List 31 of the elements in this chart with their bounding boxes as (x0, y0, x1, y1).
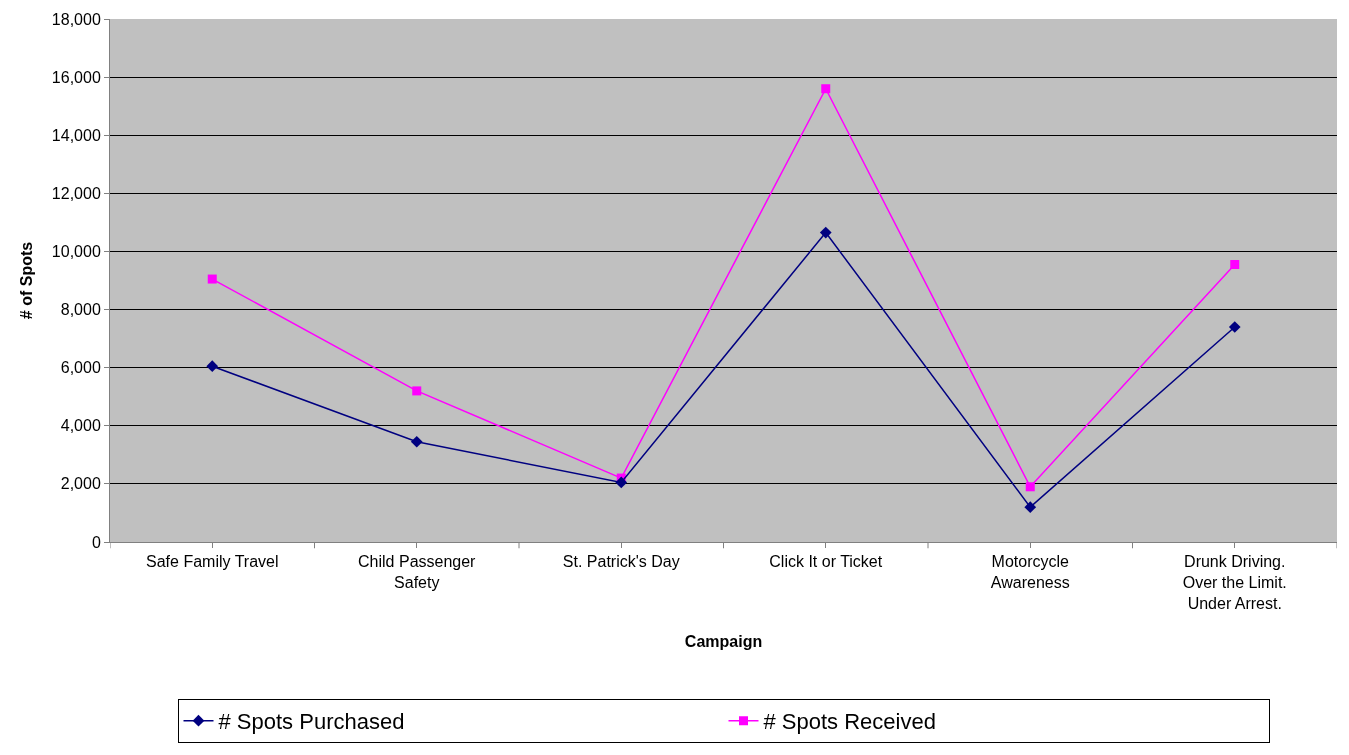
point (412, 386, 422, 396)
y-tick-label: 6,000 (60, 359, 101, 377)
x-tick-label: Child Passenger Safety (358, 553, 477, 591)
y-tick-label: 8,000 (60, 301, 101, 319)
point (1025, 482, 1035, 492)
point (207, 274, 217, 284)
y-tick-label: 18,000 (51, 10, 101, 28)
y-tick-label: 4,000 (60, 417, 101, 435)
point (615, 476, 628, 489)
x-tick-label: St. Patrick's Day (562, 553, 680, 571)
point (1230, 260, 1240, 270)
point (1228, 321, 1241, 333)
y-tick-label: 12,000 (51, 184, 101, 202)
x-tick-label: Motorcycle Awareness (990, 553, 1070, 591)
y-axis-title: # of Spots (17, 241, 35, 320)
y-tick-label: 2,000 (60, 475, 101, 493)
point (206, 360, 219, 373)
point (821, 84, 831, 94)
x-tick-label: Safe Family Travel (146, 553, 279, 571)
y-tick-label: 0 (91, 533, 101, 551)
x-axis-title: Campaign (684, 633, 763, 651)
y-tick-label: 16,000 (51, 68, 101, 86)
legend-label: # Spots Purchased (218, 709, 405, 735)
y-tick-label: 14,000 (51, 126, 101, 144)
y-tick-label: 10,000 (51, 243, 101, 261)
point (410, 435, 423, 448)
point (819, 226, 832, 239)
x-tick-label: Click It or Ticket (769, 553, 883, 571)
x-tick-label: Drunk Driving. Over the Limit. Under Arrest. (1182, 553, 1287, 612)
legend-label: # Spots Received (763, 709, 936, 735)
point (1024, 501, 1037, 513)
